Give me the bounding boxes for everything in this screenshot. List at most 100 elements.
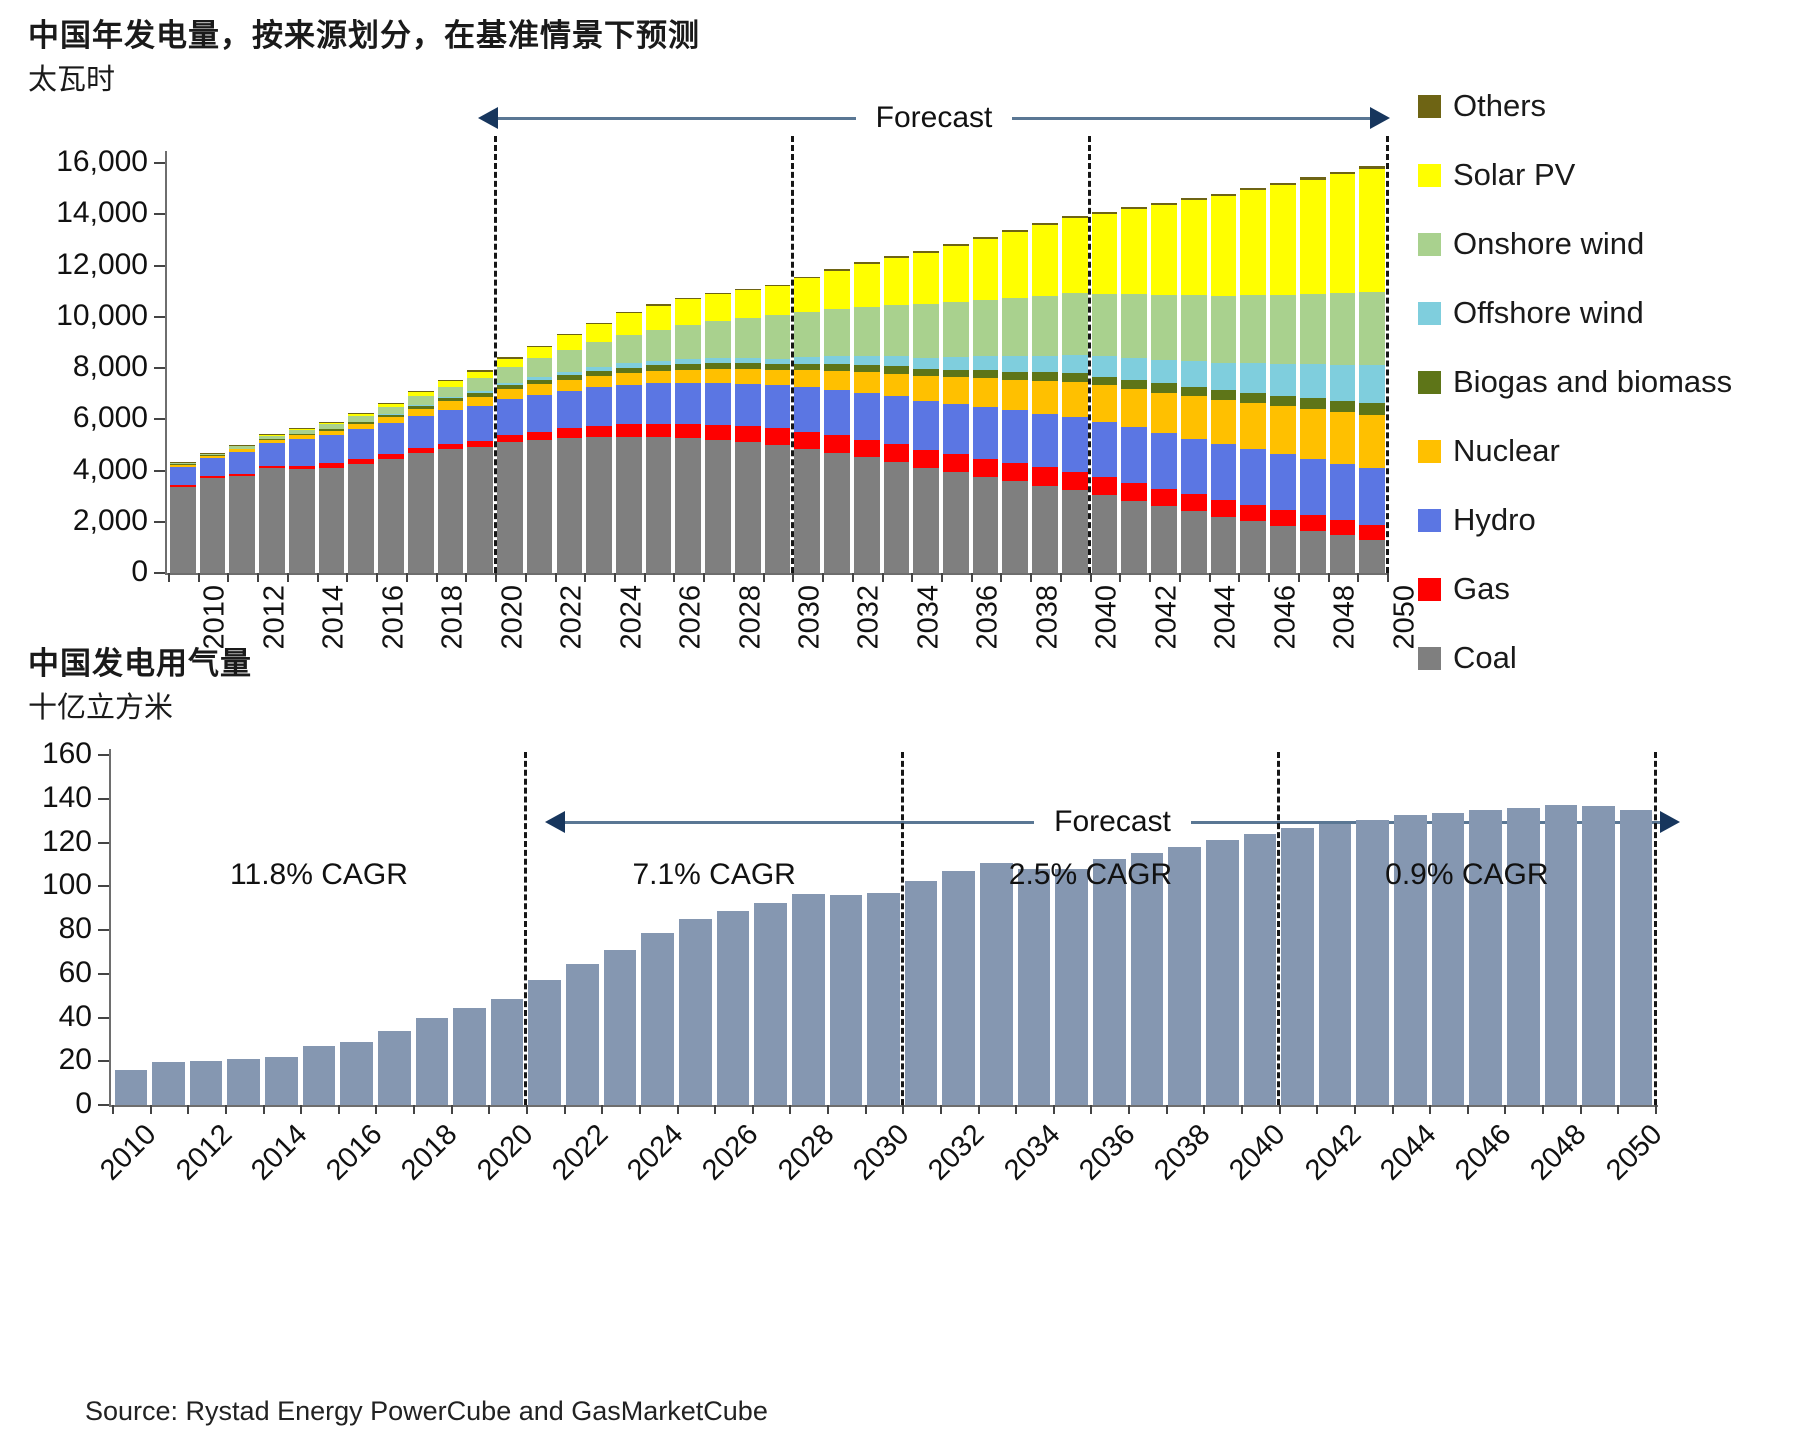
x-tick <box>613 573 616 582</box>
generation-forecast-arrow: Forecast <box>478 101 1390 134</box>
bar-2050-onshore-wind <box>1359 291 1385 366</box>
forecast-boundary-2030 <box>790 136 794 573</box>
x-tick-label-2046: 2046 <box>1449 1118 1518 1187</box>
bar-2018-hydro <box>407 416 434 448</box>
cagr-label-2.5: 2.5% CAGR <box>1008 858 1173 891</box>
legend-swatch-icon <box>1418 370 1441 394</box>
bar-2033 <box>980 863 1013 1105</box>
bar-2045-solar-pv <box>1210 195 1237 296</box>
bar-2013-biogas-and-biomass <box>259 439 285 441</box>
bar-2028-coal <box>705 439 731 573</box>
bar-2010 <box>114 1070 148 1105</box>
bar-2031-offshore-wind <box>794 357 821 364</box>
bar-2038-nuclear <box>1002 379 1029 411</box>
x-tick <box>1203 1105 1206 1114</box>
bar-2036-onshore-wind <box>943 301 969 358</box>
x-tick <box>822 573 825 582</box>
bar-2024-gas <box>586 426 612 438</box>
bar-2022-onshore-wind <box>526 358 553 378</box>
bar-2017-biogas-and-biomass <box>378 414 404 417</box>
bar-2049-nuclear <box>1329 412 1356 464</box>
bar-2045-coal <box>1210 516 1237 573</box>
x-tick <box>227 573 230 582</box>
x-tick-label-2020: 2020 <box>496 585 529 650</box>
x-tick-label-2036: 2036 <box>1072 1118 1142 1187</box>
y-tick-label: 40 <box>58 999 92 1033</box>
legend-item-nuclear: Nuclear <box>1418 433 1732 469</box>
x-tick <box>1655 1105 1657 1114</box>
x-tick <box>1391 1105 1394 1114</box>
x-tick-label-2022: 2022 <box>555 585 588 650</box>
bar-2031-hydro <box>794 387 821 432</box>
x-tick <box>1268 573 1271 582</box>
bar-2014-others <box>288 428 315 430</box>
x-tick <box>346 573 349 582</box>
bar-2047-onshore-wind <box>1270 294 1296 365</box>
bar-2045 <box>1431 812 1465 1105</box>
bar-2035-coal <box>913 467 939 573</box>
y-tick-label: 4,000 <box>72 452 148 486</box>
bar-2019-solar-pv <box>437 381 464 387</box>
bar-2013-coal <box>259 468 285 573</box>
bar-2021-biogas-and-biomass <box>497 385 523 390</box>
bar-2045-biogas-and-biomass <box>1210 390 1237 401</box>
bar-2024-nuclear <box>586 376 612 388</box>
bar-2047-solar-pv <box>1270 185 1296 295</box>
x-tick <box>257 573 260 582</box>
bar-2032-solar-pv <box>824 270 850 309</box>
bar-2022-gas <box>526 431 553 441</box>
bar-2049-biogas-and-biomass <box>1329 400 1356 413</box>
bar-2035-solar-pv <box>913 252 939 304</box>
x-tick-label-2016: 2016 <box>320 1118 389 1187</box>
bar-2032-biogas-and-biomass <box>824 363 850 371</box>
x-tick-label-2024: 2024 <box>621 1118 690 1187</box>
y-axis <box>109 749 111 1105</box>
x-tick-label-2030: 2030 <box>847 1118 916 1187</box>
bar-2050-biogas-and-biomass <box>1359 403 1385 416</box>
bar-2022-biogas-and-biomass <box>526 380 553 385</box>
x-tick <box>714 1105 717 1114</box>
x-axis <box>109 1105 1658 1107</box>
bar-2024-coal <box>586 437 612 573</box>
bar-2021-solar-pv <box>497 358 523 368</box>
x-tick-label-2028: 2028 <box>734 585 767 650</box>
bar-2024 <box>586 322 612 573</box>
bar-2015-solar-pv <box>318 423 345 425</box>
bar-2023-biogas-and-biomass <box>556 375 583 380</box>
x-tick-label-2044: 2044 <box>1209 585 1242 650</box>
arrow-right-icon <box>1370 107 1390 129</box>
bar-2036 <box>1092 858 1126 1105</box>
x-tick <box>197 573 200 582</box>
bar-2027 <box>675 298 702 573</box>
bar-2025-offshore-wind <box>615 363 642 368</box>
bar-2027-onshore-wind <box>675 325 702 360</box>
bar-2027-others <box>675 298 702 300</box>
bar-2026-coal <box>645 437 672 573</box>
bar-2018 <box>415 1017 449 1105</box>
bar-2022-nuclear <box>526 384 553 395</box>
x-tick <box>375 1105 378 1114</box>
bar-2023-solar-pv <box>556 335 583 350</box>
x-tick-label-2018: 2018 <box>436 585 469 650</box>
bar-2029-onshore-wind <box>734 317 761 359</box>
x-tick <box>643 573 646 582</box>
bar-2028-onshore-wind <box>705 320 731 359</box>
bar-2035-offshore-wind <box>913 357 939 369</box>
bar-2035-others <box>913 250 939 253</box>
y-tick-label: 0 <box>131 555 148 588</box>
bar-2021 <box>528 980 562 1105</box>
bar-2025 <box>615 312 642 573</box>
y-tick <box>154 213 165 216</box>
x-tick <box>977 1105 980 1114</box>
bar-2041-onshore-wind <box>1091 293 1118 357</box>
x-tick-label-2042: 2042 <box>1298 1118 1368 1187</box>
legend-label: Offshore wind <box>1453 295 1644 330</box>
bar-2040-hydro <box>1061 416 1088 472</box>
bar-2013-nuclear <box>259 440 285 444</box>
x-tick <box>1128 1105 1131 1114</box>
bar-2037-onshore-wind <box>972 299 999 357</box>
bar-2036-solar-pv <box>943 245 969 302</box>
bar-2031-others <box>794 276 821 279</box>
bar-2021-gas <box>497 434 523 443</box>
